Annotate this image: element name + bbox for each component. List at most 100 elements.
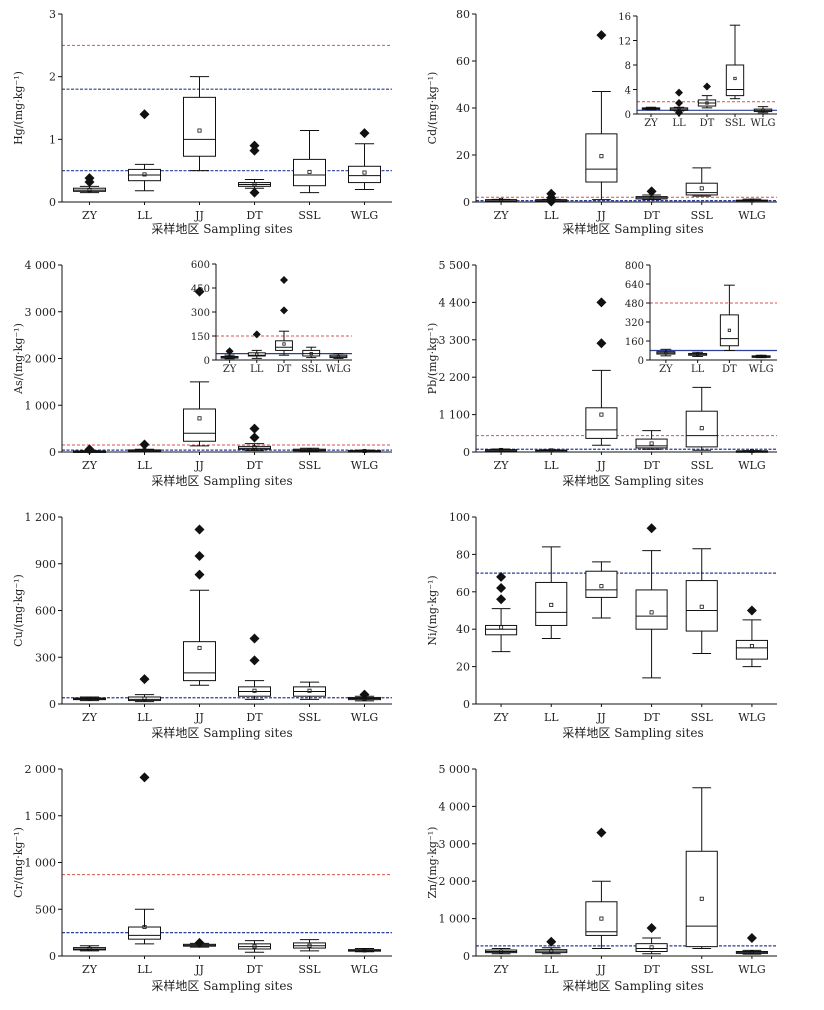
- x-tick-label: LL: [544, 209, 559, 222]
- y-tick-label: 600: [35, 605, 56, 618]
- inset-chart: 0 150 300 450 600 ZY LL DT SSL WLG: [191, 260, 352, 375]
- x-tick-label: ZY: [494, 209, 510, 222]
- box-ll-outlier: [546, 936, 557, 947]
- box-wlg-outlier: [359, 128, 370, 139]
- y-tick-label: 3 300: [439, 334, 471, 347]
- box-ssl-mean: [307, 169, 312, 174]
- box-dt-outlier: [249, 432, 260, 443]
- inset-box-dt-outlier: [703, 82, 711, 91]
- y-tick-label: 2 000: [25, 763, 57, 776]
- box-ssl-mean: [699, 186, 704, 191]
- x-tick-label: SSL: [691, 963, 714, 976]
- panel-cr: 0 500 1 000 1 500 2 000 ZY LL JJ DT SSL WLG Cr/(mg·…: [12, 763, 392, 993]
- box-dt-outlier: [249, 187, 260, 198]
- box-jj-outlier: [194, 569, 205, 580]
- box-ll-outlier: [546, 188, 557, 199]
- x-tick-label: WLG: [738, 963, 765, 976]
- panel-ni: 0 20 40 60 80 100 ZY LL JJ DT SSL WLG Ni/(mg·kg⁻¹) 采样…: [426, 511, 777, 740]
- box-ssl-iqr: [685, 580, 718, 632]
- y-tick-label: 0: [49, 446, 56, 459]
- box-jj-mean: [599, 412, 604, 417]
- box-ll-outlier: [139, 772, 150, 783]
- box-ssl-iqr: [685, 410, 718, 448]
- x-tick-label: SSL: [691, 711, 714, 724]
- box-wlg-mean: [749, 950, 754, 955]
- panel-cu: 0 300 600 900 1 200 ZY LL JJ DT SSL WLG Cu/(mg·kg⁻¹…: [12, 511, 392, 740]
- inset-background: [650, 265, 777, 360]
- x-tick-label: WLG: [351, 209, 378, 222]
- x-axis-label: 采样地区 Sampling sites: [151, 978, 292, 993]
- y-tick-label: 0: [463, 446, 470, 459]
- x-tick-label: DT: [246, 963, 263, 976]
- inset-y-tick-label: 0: [625, 110, 631, 121]
- inset-x-tick-label: SSL: [301, 364, 322, 375]
- y-tick-label: 20: [456, 149, 470, 162]
- x-axis-label: 采样地区 Sampling sites: [151, 725, 292, 740]
- x-tick-label: WLG: [738, 209, 765, 222]
- inset-box-zy-mean: [649, 106, 653, 111]
- x-axis-label: 采样地区 Sampling sites: [562, 978, 703, 993]
- box-jj-outlier: [596, 338, 607, 349]
- y-tick-label: 1 100: [439, 409, 471, 422]
- x-tick-label: LL: [544, 963, 559, 976]
- inset-box-ll-mean: [696, 352, 700, 356]
- y-tick-label: 0: [463, 950, 470, 963]
- box-ll-mean: [549, 602, 554, 607]
- inset-box-dt-mean: [705, 101, 709, 105]
- box-ll-iqr: [535, 581, 568, 626]
- box-zy-outlier: [84, 173, 95, 184]
- y-axis-label: As/(mg·kg⁻¹): [12, 323, 25, 395]
- y-tick-label: 900: [35, 558, 56, 571]
- box-jj-outlier: [194, 286, 205, 297]
- inset-y-tick-label: 4: [625, 86, 631, 97]
- box-dt-outlier: [646, 523, 657, 534]
- box-dt-iqr: [635, 589, 668, 630]
- x-axis-label: 采样地区 Sampling sites: [562, 473, 703, 488]
- inset-chart: 0 160 320 480 640 800 ZY LL DT WLG: [625, 261, 777, 375]
- inset-box-wlg-mean: [759, 354, 763, 359]
- inset-x-tick-label: ZY: [644, 118, 658, 129]
- y-tick-label: 40: [456, 102, 470, 115]
- inset-y-tick-label: 480: [625, 299, 644, 310]
- box-dt-iqr: [635, 943, 668, 953]
- inset-x-tick-label: LL: [691, 364, 705, 375]
- box-zy-outlier: [496, 594, 507, 605]
- y-tick-label: 40: [456, 623, 470, 636]
- y-tick-label: 300: [35, 651, 56, 664]
- x-tick-label: JJ: [194, 459, 204, 472]
- inset-x-tick-label: DT: [277, 364, 292, 375]
- inset-x-tick-label: LL: [250, 364, 264, 375]
- inset-box-dt-iqr: [719, 314, 739, 347]
- x-axis-label: 采样地区 Sampling sites: [151, 221, 292, 236]
- y-tick-label: 1: [49, 133, 56, 146]
- y-axis-label: Cr/(mg·kg⁻¹): [12, 827, 25, 898]
- box-zy-mean: [87, 188, 92, 193]
- x-tick-label: ZY: [82, 963, 98, 976]
- inset-box-ssl-mean: [733, 76, 737, 81]
- panel-as: 0 1 000 2 000 3 000 4 000 ZY LL JJ DT SSL WLG As/(m…: [12, 259, 392, 488]
- box-jj-mean: [599, 916, 604, 921]
- x-tick-label: LL: [544, 459, 559, 472]
- box-zy-mean: [499, 949, 504, 954]
- box-wlg-outlier: [359, 689, 370, 700]
- y-tick-label: 1 500: [25, 810, 57, 823]
- y-tick-label: 2 200: [439, 371, 471, 384]
- box-dt-outlier: [249, 655, 260, 666]
- box-ll-mean: [142, 925, 147, 930]
- box-jj-outlier: [194, 937, 205, 948]
- x-tick-label: SSL: [691, 459, 714, 472]
- panel-hg: 0 1 2 3 ZY LL JJ DT SSL WLG Hg/(mg·kg⁻¹) 采样地区 Sampl…: [12, 8, 392, 236]
- x-tick-label: SSL: [298, 963, 321, 976]
- y-tick-label: 1 200: [25, 511, 57, 524]
- inset-x-tick-label: DT: [722, 364, 737, 375]
- box-ssl-iqr: [685, 850, 718, 948]
- box-jj-mean: [197, 645, 202, 650]
- x-tick-label: ZY: [494, 963, 510, 976]
- x-tick-label: LL: [137, 459, 152, 472]
- x-tick-label: DT: [644, 459, 661, 472]
- box-jj-outlier: [194, 550, 205, 561]
- box-jj-iqr: [183, 641, 216, 682]
- y-tick-label: 0: [463, 698, 470, 711]
- x-tick-label: WLG: [738, 459, 765, 472]
